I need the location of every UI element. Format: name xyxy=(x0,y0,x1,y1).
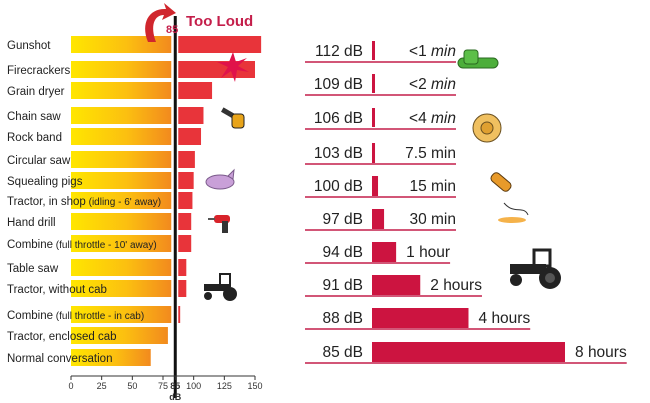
safe-bar xyxy=(71,192,172,209)
hand-drill-icon xyxy=(208,215,230,233)
threshold-line xyxy=(173,16,177,398)
threshold-label: 85 xyxy=(166,24,178,36)
category-label: Combine (full throttle - in cab) xyxy=(7,310,144,322)
tractor-icon xyxy=(510,248,561,289)
safe-bar xyxy=(71,280,172,297)
exposure-time-label: <1 min xyxy=(409,43,456,60)
too-loud-bar xyxy=(178,172,194,189)
exposure-time-label: 15 min xyxy=(409,178,456,195)
exposure-time-label: 2 hours xyxy=(430,277,482,294)
category-label: Squealing pigs xyxy=(7,176,83,188)
exposure-bar xyxy=(372,176,379,196)
exposure-bar xyxy=(372,242,397,262)
exposure-time-label: 30 min xyxy=(409,211,456,228)
safe-bar xyxy=(71,128,172,145)
exposure-time-label: 7.5 min xyxy=(405,145,456,162)
safe-bar xyxy=(71,235,172,252)
safe-bar xyxy=(71,259,172,276)
category-label: Normal conversation xyxy=(7,353,112,365)
x-tick-label: 85 xyxy=(170,381,180,391)
exposure-time-label: 4 hours xyxy=(479,310,531,327)
hand-drill-icon xyxy=(490,172,529,223)
safe-bar xyxy=(71,151,172,168)
decibel-label: 94 dB xyxy=(322,244,363,261)
decibel-label: 88 dB xyxy=(322,310,363,327)
curved-arrow-icon xyxy=(145,3,176,42)
decibel-label: 103 dB xyxy=(314,145,363,162)
too-loud-bar xyxy=(178,213,192,230)
category-label: Firecrackers xyxy=(7,65,71,77)
x-tick-label: 125 xyxy=(217,381,232,391)
safe-bar xyxy=(71,107,172,124)
too-loud-bar xyxy=(178,151,195,168)
exposure-bar xyxy=(372,308,469,328)
category-label: Combine (full throttle - 10' away) xyxy=(7,239,157,251)
decibel-label: 100 dB xyxy=(314,178,363,195)
exposure-bar xyxy=(372,342,565,362)
decibel-label: 112 dB xyxy=(315,43,363,60)
too-loud-bar xyxy=(178,36,262,53)
circular-saw-icon xyxy=(472,113,502,143)
x-tick-label: 25 xyxy=(97,381,107,391)
safe-bar xyxy=(71,61,172,78)
tractor-icon xyxy=(204,273,237,301)
safe-bar xyxy=(71,213,172,230)
pig-icon xyxy=(205,168,235,190)
exposure-time-label: <2 min xyxy=(409,76,456,93)
decibel-label: 91 dB xyxy=(322,277,363,294)
exposure-time-label: 1 hour xyxy=(406,244,450,261)
exposure-time-label: 8 hours xyxy=(575,344,627,361)
category-label: Tractor, in shop (idling - 6' away) xyxy=(7,196,161,208)
category-label: Tractor, enclosed cab xyxy=(7,331,117,343)
exposure-time-label: <4 min xyxy=(409,110,456,127)
decibel-label: 97 dB xyxy=(322,211,363,228)
safe-bar xyxy=(71,306,172,323)
safe-bar xyxy=(71,82,172,99)
exposure-bar xyxy=(372,209,385,229)
chain-saw-icon xyxy=(221,107,245,129)
x-tick-label: 0 xyxy=(68,381,73,391)
category-label: Rock band xyxy=(7,132,62,144)
category-label: Gunshot xyxy=(7,40,51,52)
exposure-time-chart: 112 dB <1 min 109 dB <2 min 106 dB <4 min 103 … xyxy=(305,41,627,364)
x-tick-label: 100 xyxy=(186,381,201,391)
safe-bar xyxy=(71,349,151,366)
category-label: Chain saw xyxy=(7,111,61,123)
category-label: Table saw xyxy=(7,263,59,275)
x-tick-label: 150 xyxy=(247,381,262,391)
category-label: Tractor, without cab xyxy=(7,284,107,296)
safe-bar xyxy=(71,327,168,344)
x-tick-label: 50 xyxy=(127,381,137,391)
chain-saw-icon xyxy=(457,49,499,69)
decibel-label: 109 dB xyxy=(314,76,363,93)
exposure-bar xyxy=(372,74,375,93)
x-axis-label: dB xyxy=(169,392,181,402)
too-loud-bar xyxy=(178,280,187,297)
exposure-bar xyxy=(372,275,421,295)
too-loud-bar xyxy=(178,82,213,99)
exposure-bar xyxy=(372,143,376,163)
exposure-bar xyxy=(372,41,375,60)
too-loud-bar xyxy=(178,306,181,323)
exposure-bar xyxy=(372,108,375,127)
decibel-label: 85 dB xyxy=(322,344,363,361)
firecracker-burst-icon xyxy=(217,52,249,82)
too-loud-bar xyxy=(178,128,202,145)
decibel-chart: Gunshot Firecrackers Grain dryer Chain saw R… xyxy=(7,16,263,402)
too-loud-bar xyxy=(178,192,193,209)
category-label: Hand drill xyxy=(7,217,56,229)
too-loud-bar xyxy=(178,235,192,252)
safe-bar xyxy=(71,172,172,189)
category-label: Circular saw xyxy=(7,155,71,167)
x-tick-label: 75 xyxy=(158,381,168,391)
decibel-label: 106 dB xyxy=(314,110,363,127)
too-loud-bar xyxy=(178,259,187,276)
category-label: Grain dryer xyxy=(7,86,65,98)
too-loud-bar xyxy=(178,107,204,124)
safe-bar xyxy=(71,36,172,53)
chart-title: Too Loud xyxy=(186,13,253,30)
